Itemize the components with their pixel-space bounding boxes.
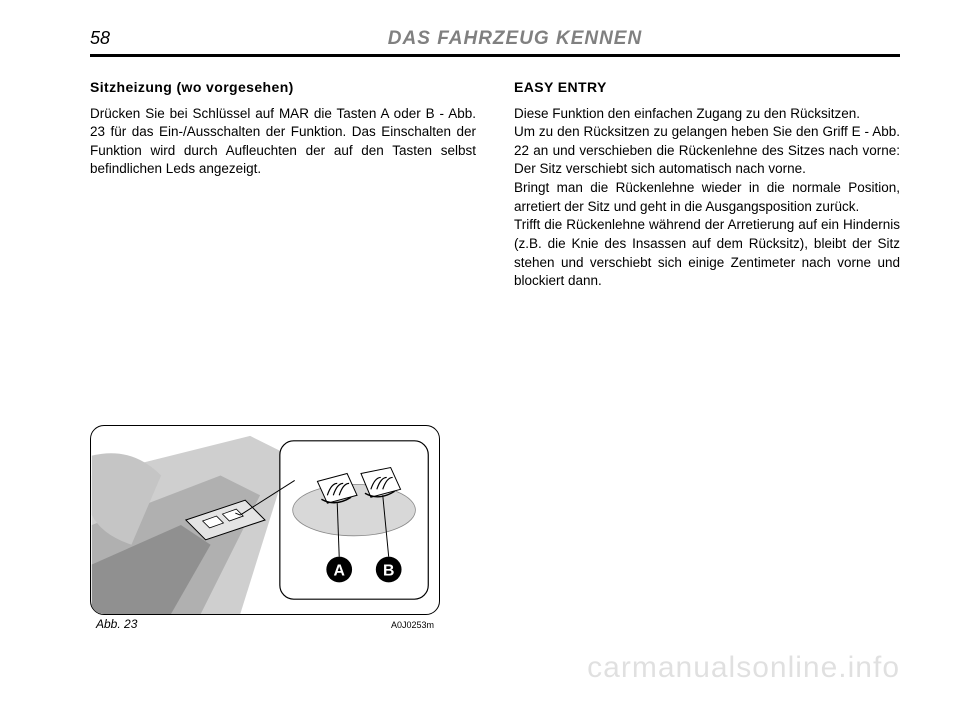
figure-label: Abb. 23 [96,617,137,631]
figure-frame: A B [90,425,440,615]
seat-heater-illustration: A B [91,426,439,614]
figure-caption: Abb. 23 A0J0253m [90,617,440,631]
left-heading: Sitzheizung (wo vorgesehen) [90,79,476,95]
figure-23: A B Abb. 23 A0J0253m [90,425,440,631]
manual-page: 58 DAS FAHRZEUG KENNEN Sitzheizung (wo v… [0,0,960,709]
page-number: 58 [90,28,130,49]
left-body: Drücken Sie bei Schlüssel auf MAR die Ta… [90,105,476,180]
right-body: Diese Funktion den einfachen Zugang zu d… [514,105,900,291]
right-column: EASY ENTRY Diese Funktion den einfachen … [514,79,900,291]
left-column: Sitzheizung (wo vorgesehen) Drücken Sie … [90,79,476,291]
right-heading: EASY ENTRY [514,79,900,95]
content-columns: Sitzheizung (wo vorgesehen) Drücken Sie … [90,79,900,291]
header-divider [90,54,900,57]
callout-a-label: A [333,562,345,579]
section-title: DAS FAHRZEUG KENNEN [130,28,900,50]
page-header: 58 DAS FAHRZEUG KENNEN [90,28,900,50]
figure-code: A0J0253m [391,620,434,630]
callout-b-label: B [383,562,394,579]
watermark: carmanualsonline.info [587,651,900,685]
